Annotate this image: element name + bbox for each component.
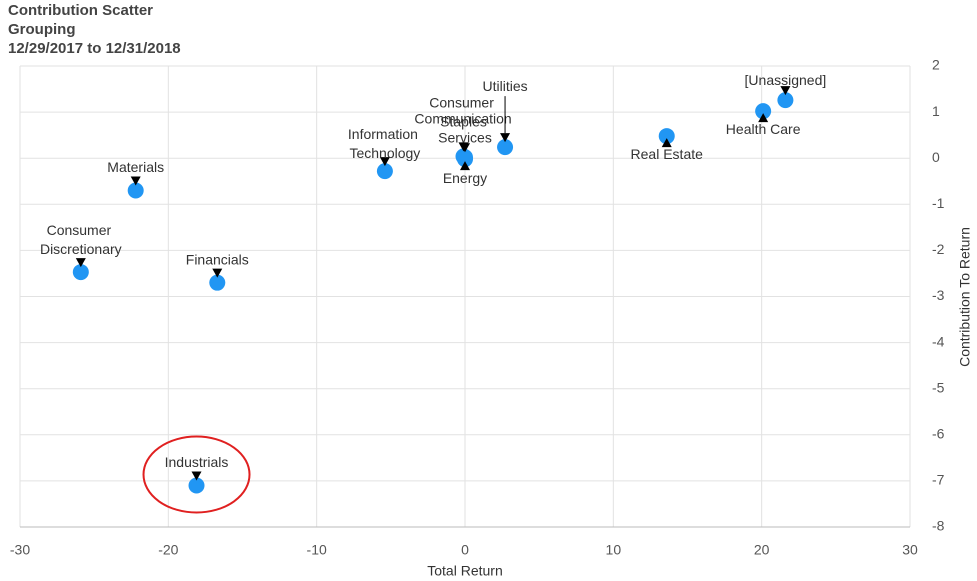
point xyxy=(376,163,393,180)
label-arrow xyxy=(460,161,470,171)
x-tick-label: 20 xyxy=(754,542,770,558)
label-arrow xyxy=(191,471,202,481)
point xyxy=(755,103,772,120)
point-label: Energy xyxy=(443,170,487,186)
x-tick-label: 30 xyxy=(902,542,918,558)
label-arrow xyxy=(661,138,672,148)
chart-date-range: 12/29/2017 to 12/31/2018 xyxy=(8,40,181,57)
point-label: Health Care xyxy=(726,121,801,137)
label-arrow xyxy=(130,176,141,186)
chart-title: Contribution Scatter xyxy=(8,2,153,19)
y-tick-label: -5 xyxy=(932,379,945,395)
label-arrow xyxy=(379,157,390,167)
point xyxy=(497,139,514,156)
point-label: Consumer Staples xyxy=(429,94,497,129)
x-tick-label: -30 xyxy=(10,542,30,558)
label-arrow xyxy=(75,258,86,268)
point-label: Information Technology xyxy=(348,126,422,161)
x-tick-label: 0 xyxy=(461,542,469,558)
y-tick-label: 0 xyxy=(932,149,940,165)
label-line: Discretionary xyxy=(40,241,122,257)
label-line: Staples xyxy=(440,113,487,129)
y-tick-label: -8 xyxy=(932,518,945,534)
y-tick-label: -6 xyxy=(932,426,945,442)
x-tick-label: -10 xyxy=(307,542,327,558)
point xyxy=(209,274,226,291)
point-label: Utilities xyxy=(482,78,527,94)
point xyxy=(127,182,144,199)
label-line: Services xyxy=(438,129,492,145)
y-tick-label: 2 xyxy=(932,57,940,73)
y-axis-label: Contribution To Return xyxy=(957,227,973,367)
y-tick-label: -3 xyxy=(932,287,945,303)
label-arrow xyxy=(460,143,470,153)
point xyxy=(457,151,473,168)
point-label: Real Estate xyxy=(631,146,704,162)
x-axis-label: Total Return xyxy=(427,563,502,579)
highlight-circle xyxy=(142,435,251,514)
label-arrow xyxy=(780,86,791,96)
label-arrow xyxy=(500,133,511,143)
chart-subtitle: Grouping xyxy=(8,21,76,38)
y-tick-label: -4 xyxy=(932,333,945,349)
point-label: Financials xyxy=(186,251,249,267)
point xyxy=(777,92,794,109)
label-line: Consumer xyxy=(429,94,497,110)
y-tick-label: -2 xyxy=(932,241,945,257)
y-tick-label: 1 xyxy=(932,103,940,119)
point xyxy=(72,264,89,281)
x-tick-label: -20 xyxy=(158,542,178,558)
point xyxy=(658,128,675,145)
point-label: Communication Services xyxy=(414,110,515,145)
point-label: Industrials xyxy=(165,454,229,470)
label-line: Technology xyxy=(349,145,420,161)
point xyxy=(188,477,205,494)
y-tick-label: -1 xyxy=(932,195,945,211)
label-line: Consumer xyxy=(47,222,115,238)
x-tick-label: 10 xyxy=(606,542,622,558)
point-label: [Unassigned] xyxy=(745,72,827,88)
label-arrow xyxy=(758,113,769,123)
point-label: Consumer Discretionary xyxy=(40,222,122,257)
y-tick-label: -7 xyxy=(932,472,945,488)
label-line: Communication xyxy=(414,110,515,126)
point-label: Materials xyxy=(107,159,164,175)
label-arrow xyxy=(212,268,223,278)
label-line: Information xyxy=(348,126,422,142)
